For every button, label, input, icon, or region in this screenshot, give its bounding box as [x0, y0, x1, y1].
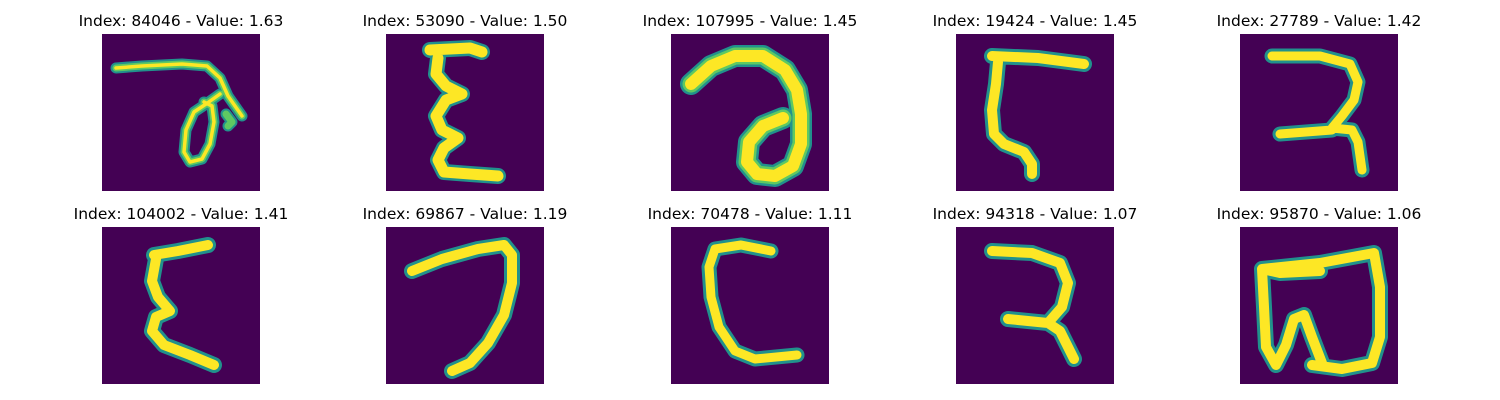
digit-image: [102, 34, 260, 191]
digit-image: [386, 227, 544, 384]
panel-title: Index: 104002 - Value: 1.41: [73, 205, 289, 223]
digit-image: [102, 227, 260, 384]
panel-title: Index: 95870 - Value: 1.06: [1216, 205, 1422, 223]
panel-title: Index: 84046 - Value: 1.63: [78, 12, 284, 30]
digit-image: [1240, 227, 1398, 384]
panel-title: Index: 19424 - Value: 1.45: [932, 12, 1138, 30]
panel-title: Index: 70478 - Value: 1.11: [647, 205, 853, 223]
panel-title: Index: 107995 - Value: 1.45: [642, 12, 858, 30]
panel-title: Index: 94318 - Value: 1.07: [932, 205, 1138, 223]
panel-title: Index: 53090 - Value: 1.50: [362, 12, 568, 30]
digit-image: [671, 227, 829, 384]
panel-title: Index: 69867 - Value: 1.19: [362, 205, 568, 223]
digit-image: [956, 34, 1114, 191]
panel-title: Index: 27789 - Value: 1.42: [1216, 12, 1422, 30]
digit-image: [1240, 34, 1398, 191]
digit-image: [956, 227, 1114, 384]
digit-image: [671, 34, 829, 191]
digit-image: [386, 34, 544, 191]
